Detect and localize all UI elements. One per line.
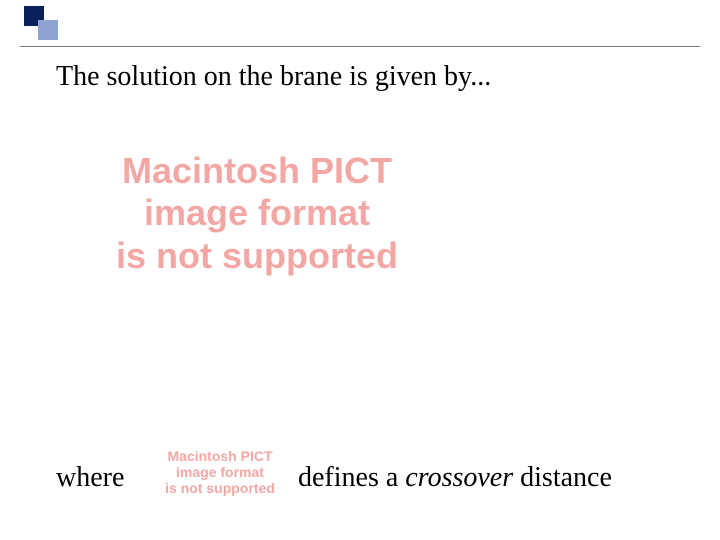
pict-placeholder-small: Macintosh PICT image format is not suppo… bbox=[140, 448, 300, 496]
defines-text: defines a crossover distance bbox=[298, 462, 612, 494]
defines-suffix: distance bbox=[513, 462, 612, 493]
bottom-row: where Macintosh PICT image format is not… bbox=[56, 448, 690, 508]
pict-small-line3: is not supported bbox=[140, 480, 300, 496]
pict-large-line1: Macintosh PICT bbox=[72, 150, 442, 192]
where-text: where bbox=[56, 462, 124, 494]
defines-italic: crossover bbox=[405, 462, 513, 493]
horizontal-rule bbox=[20, 46, 700, 47]
corner-accent-icon bbox=[24, 6, 58, 40]
defines-prefix: defines a bbox=[298, 462, 405, 493]
intro-text: The solution on the brane is given by... bbox=[56, 60, 491, 94]
slide: The solution on the brane is given by...… bbox=[0, 0, 720, 540]
pict-large-line2: image format bbox=[72, 192, 442, 234]
accent-light-square bbox=[38, 20, 58, 40]
pict-small-line2: image format bbox=[140, 464, 300, 480]
pict-placeholder-large: Macintosh PICT image format is not suppo… bbox=[72, 150, 442, 277]
pict-large-line3: is not supported bbox=[72, 235, 442, 277]
pict-small-line1: Macintosh PICT bbox=[140, 448, 300, 464]
